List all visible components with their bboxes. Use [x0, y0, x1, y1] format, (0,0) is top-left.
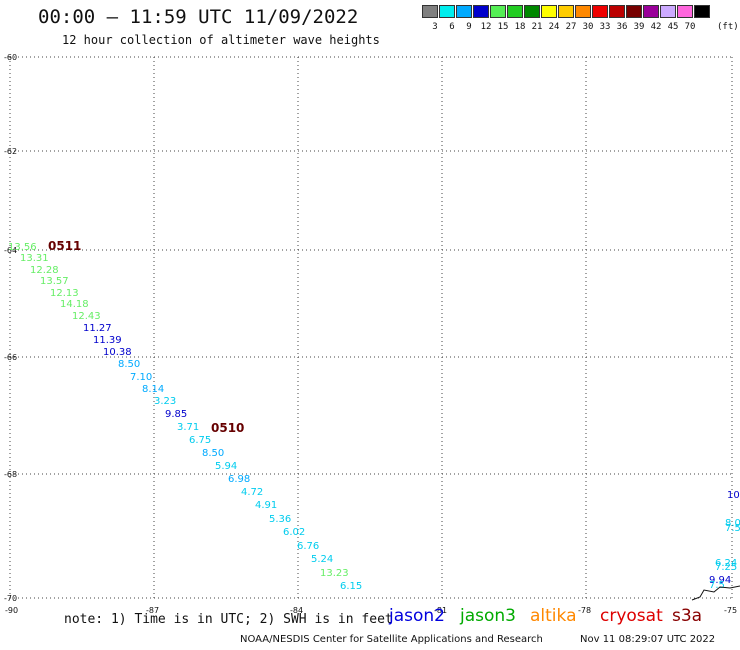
legend-label: 27	[565, 22, 577, 32]
wave-height-label: 14.18	[60, 299, 89, 310]
legend-unit: (ft)	[717, 22, 739, 32]
legend-label: 42	[650, 22, 662, 32]
wave-height-label: 3.71	[177, 422, 199, 433]
legend-swatch	[473, 5, 489, 18]
wave-height-label: 7.25	[715, 562, 737, 573]
legend-label: 24	[548, 22, 560, 32]
wave-height-label: 12.43	[72, 311, 101, 322]
wave-height-label: 7.5	[725, 523, 740, 534]
legend-label: 45	[667, 22, 679, 32]
satellite-name: jason2	[389, 606, 445, 626]
wave-height-label: 4.91	[255, 500, 277, 511]
longitude-tick-label: -90	[5, 606, 18, 615]
coastline	[691, 585, 740, 601]
wave-height-label: 6.98	[228, 474, 250, 485]
legend-label: 33	[599, 22, 611, 32]
legend-swatch	[609, 5, 625, 18]
legend-swatch	[490, 5, 506, 18]
legend-label: 30	[582, 22, 594, 32]
legend-label: 21	[531, 22, 543, 32]
latitude-tick-label: -70	[4, 594, 17, 603]
pass-time-label: 0511	[48, 239, 81, 253]
wave-height-label: 13.31	[20, 253, 49, 264]
wave-height-label: 6.02	[283, 527, 305, 538]
legend-label: 3	[432, 22, 438, 32]
legend-swatch	[677, 5, 693, 18]
legend-swatch	[558, 5, 574, 18]
legend-swatch	[439, 5, 455, 18]
longitude-tick-label: -78	[578, 606, 591, 615]
legend-swatch	[541, 5, 557, 18]
legend-label: 70	[684, 22, 696, 32]
latitude-tick-label: -64	[4, 246, 17, 255]
satellite-name: jason3	[460, 606, 516, 626]
longitude-tick-label: -81	[434, 606, 447, 615]
wave-height-label: 12.13	[50, 288, 79, 299]
wave-height-label: 8.50	[202, 448, 224, 459]
pass-time-label: 0510	[211, 421, 244, 435]
legend-swatch	[422, 5, 438, 18]
legend-swatch	[643, 5, 659, 18]
latitude-tick-label: -68	[4, 470, 17, 479]
latitude-tick-label: -60	[4, 53, 17, 62]
longitude-tick-label: -75	[724, 606, 737, 615]
wave-height-label: 8.14	[142, 384, 164, 395]
legend-swatch	[524, 5, 540, 18]
wave-height-label: 13.23	[320, 568, 349, 579]
wave-height-label: 3.23	[154, 396, 176, 407]
legend-label: 12	[480, 22, 492, 32]
wave-height-label: 10	[727, 490, 740, 501]
wave-height-label: 10.38	[103, 347, 132, 358]
wave-height-label: 6.15	[340, 581, 362, 592]
map-title: 00:00 – 11:59 UTC 11/09/2022	[38, 6, 359, 28]
longitude-tick-label: -87	[146, 606, 159, 615]
generated-timestamp: Nov 11 08:29:07 UTC 2022	[580, 634, 716, 645]
legend-swatch	[626, 5, 642, 18]
legend-swatch	[507, 5, 523, 18]
wave-height-label: 13.57	[40, 276, 69, 287]
wave-height-label: 13.56	[8, 242, 37, 253]
footer-note: note: 1) Time is in UTC; 2) SWH is in fe…	[64, 612, 393, 627]
legend-label: 6	[449, 22, 455, 32]
satellite-name: altika	[530, 606, 577, 626]
wave-height-label: 9.85	[165, 409, 187, 420]
wave-height-label: 5.24	[311, 554, 333, 565]
wave-height-label: 5.94	[215, 461, 237, 472]
legend-swatch	[592, 5, 608, 18]
wave-height-label: 7.5	[709, 580, 725, 591]
latitude-tick-label: -62	[4, 147, 17, 156]
wave-height-label: 6.76	[297, 541, 319, 552]
wave-height-label: 6.75	[189, 435, 211, 446]
wave-height-label: 8.0	[725, 518, 740, 529]
wave-height-label: 8.50	[118, 359, 140, 370]
satellite-name: cryosat	[600, 606, 663, 626]
wave-height-label: 4.72	[241, 487, 263, 498]
credit-line: NOAA/NESDIS Center for Satellite Applica…	[240, 634, 543, 645]
wave-height-label: 11.27	[83, 323, 112, 334]
wave-height-label: 9.94	[709, 575, 731, 586]
wave-height-label: 12.28	[30, 265, 59, 276]
wave-height-label: 7.10	[130, 372, 152, 383]
legend-label: 39	[633, 22, 645, 32]
legend-label: 36	[616, 22, 628, 32]
legend-swatch	[660, 5, 676, 18]
satellite-name: s3a	[672, 606, 703, 626]
legend-label: 9	[466, 22, 472, 32]
wave-height-label: 11.39	[93, 335, 122, 346]
map-subtitle: 12 hour collection of altimeter wave hei…	[62, 33, 380, 47]
wave-height-label: 6.24	[715, 558, 737, 569]
legend-swatch	[456, 5, 472, 18]
legend-label: 15	[497, 22, 509, 32]
longitude-tick-label: -84	[290, 606, 303, 615]
latitude-tick-label: -66	[4, 353, 17, 362]
wave-height-label: 5.36	[269, 514, 291, 525]
legend-label: 18	[514, 22, 526, 32]
legend-swatch	[575, 5, 591, 18]
legend-swatch	[694, 5, 710, 18]
